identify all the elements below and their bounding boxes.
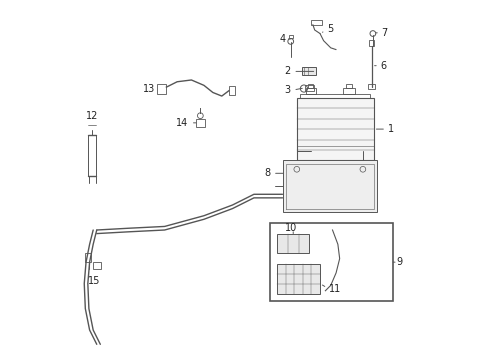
- Text: 2: 2: [285, 66, 291, 76]
- Bar: [196, 118, 205, 127]
- Text: 3: 3: [285, 85, 291, 95]
- Bar: [368, 84, 375, 89]
- Text: 1: 1: [388, 124, 394, 134]
- Text: 15: 15: [88, 276, 100, 287]
- Bar: [297, 98, 373, 160]
- Bar: [88, 135, 97, 176]
- Text: 7: 7: [381, 28, 388, 38]
- Text: 13: 13: [143, 84, 155, 94]
- Bar: [85, 253, 92, 262]
- Bar: [306, 88, 316, 94]
- Bar: [229, 86, 235, 95]
- Text: 10: 10: [285, 223, 297, 233]
- Text: 11: 11: [329, 284, 341, 294]
- Bar: [305, 85, 314, 91]
- Bar: [369, 40, 374, 46]
- Bar: [277, 234, 309, 253]
- Text: 12: 12: [86, 111, 98, 121]
- Bar: [300, 94, 370, 98]
- Text: 8: 8: [265, 168, 270, 178]
- Text: 5: 5: [327, 24, 333, 34]
- Text: 4: 4: [280, 34, 286, 44]
- Bar: [308, 84, 313, 88]
- Bar: [343, 88, 355, 94]
- Text: 9: 9: [397, 257, 403, 267]
- Text: 6: 6: [380, 61, 386, 71]
- Bar: [311, 20, 322, 24]
- Bar: [270, 223, 393, 301]
- Bar: [302, 67, 317, 75]
- Bar: [93, 262, 100, 269]
- Text: 14: 14: [176, 118, 189, 128]
- Bar: [277, 264, 320, 294]
- Bar: [289, 35, 293, 38]
- Bar: [346, 84, 352, 88]
- Bar: [157, 84, 167, 94]
- Bar: [283, 160, 377, 212]
